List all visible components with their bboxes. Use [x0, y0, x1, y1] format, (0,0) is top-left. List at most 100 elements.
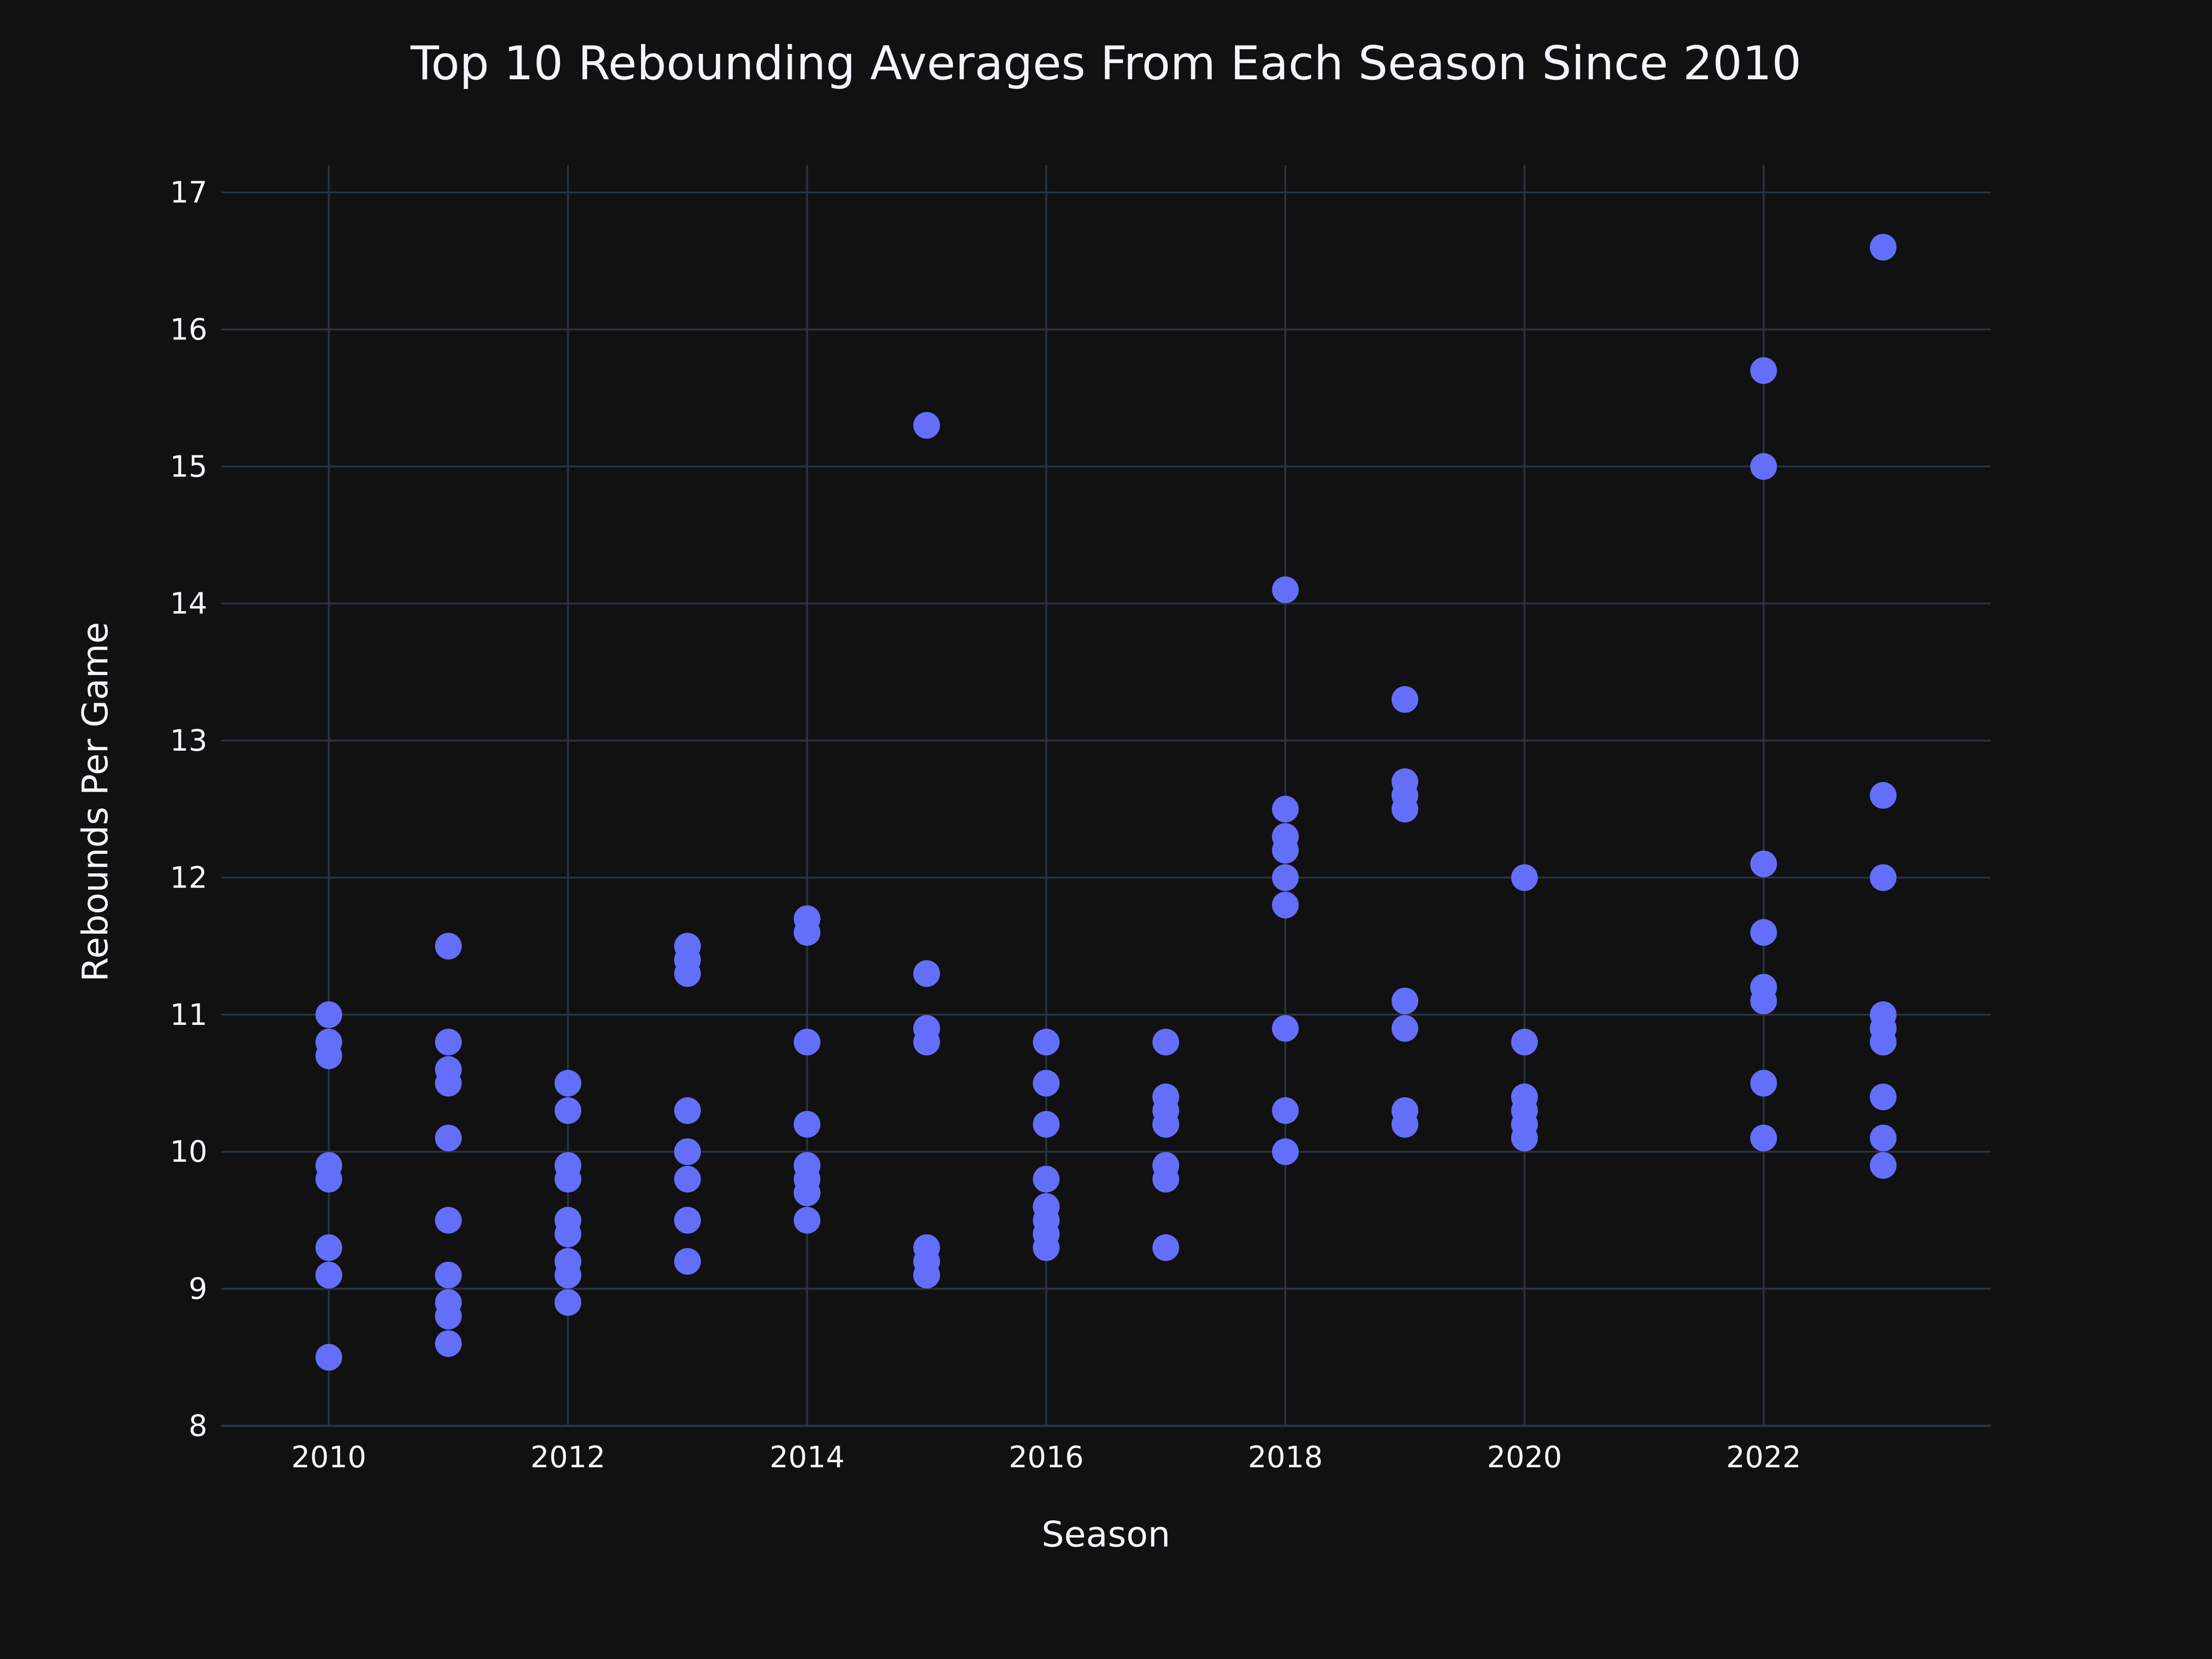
data-point[interactable] — [1391, 1111, 1418, 1138]
y-tick-label: 14 — [170, 587, 207, 621]
data-point[interactable] — [315, 1165, 342, 1193]
points-layer — [315, 234, 1897, 1371]
data-point[interactable] — [1272, 795, 1299, 823]
data-point[interactable] — [1870, 1124, 1897, 1152]
data-point[interactable] — [435, 1330, 462, 1357]
data-point[interactable] — [794, 919, 821, 946]
data-point[interactable] — [913, 1261, 940, 1288]
data-point[interactable] — [1511, 864, 1538, 891]
data-point[interactable] — [1750, 850, 1777, 877]
data-point[interactable] — [315, 1234, 342, 1261]
y-tick-label: 13 — [170, 724, 207, 758]
data-point[interactable] — [435, 1261, 462, 1288]
data-point[interactable] — [315, 1344, 342, 1371]
x-tick-label: 2012 — [530, 1441, 606, 1475]
data-point[interactable] — [435, 1303, 462, 1330]
x-tick-label: 2014 — [770, 1441, 845, 1475]
data-point[interactable] — [1033, 1029, 1060, 1056]
data-point[interactable] — [1152, 1083, 1179, 1111]
data-point[interactable] — [1152, 1234, 1179, 1261]
data-point[interactable] — [554, 1261, 582, 1288]
data-point[interactable] — [1750, 1124, 1777, 1152]
data-point[interactable] — [554, 1220, 582, 1247]
data-point[interactable] — [315, 1001, 342, 1028]
y-axis-title: Rebounds Per Game — [75, 622, 116, 982]
data-point[interactable] — [435, 1206, 462, 1234]
data-point[interactable] — [794, 1029, 821, 1056]
chart-title: Top 10 Rebounding Averages From Each Sea… — [410, 36, 1801, 90]
data-point[interactable] — [794, 1111, 821, 1138]
data-point[interactable] — [1391, 686, 1418, 713]
data-point[interactable] — [1511, 1029, 1538, 1056]
data-point[interactable] — [794, 1179, 821, 1206]
data-point[interactable] — [1870, 234, 1897, 261]
data-point[interactable] — [315, 1261, 342, 1288]
data-point[interactable] — [1033, 1193, 1060, 1220]
x-tick-label: 2018 — [1248, 1441, 1323, 1475]
data-point[interactable] — [1272, 891, 1299, 918]
data-point[interactable] — [674, 1248, 701, 1275]
x-tick-label: 2010 — [291, 1441, 366, 1475]
y-tick-label: 9 — [188, 1272, 207, 1306]
data-point[interactable] — [674, 1165, 701, 1193]
data-point[interactable] — [1033, 1111, 1060, 1138]
data-point[interactable] — [674, 1138, 701, 1165]
y-tick-label: 12 — [170, 861, 207, 895]
data-point[interactable] — [913, 412, 940, 439]
x-tick-label: 2022 — [1726, 1441, 1801, 1475]
data-point[interactable] — [554, 1097, 582, 1124]
data-point[interactable] — [794, 1206, 821, 1234]
y-tick-label: 10 — [170, 1135, 207, 1169]
data-point[interactable] — [554, 1289, 582, 1316]
data-point[interactable] — [1750, 974, 1777, 1001]
data-point[interactable] — [435, 1029, 462, 1056]
y-tick-label: 16 — [170, 313, 207, 347]
data-point[interactable] — [1272, 864, 1299, 891]
data-point[interactable] — [1870, 1083, 1897, 1111]
data-point[interactable] — [1033, 1070, 1060, 1097]
data-point[interactable] — [1511, 1124, 1538, 1152]
data-point[interactable] — [315, 1042, 342, 1070]
axis-layer: 8 9 10 11 12 13 14 15 16 17 2010 2012 2014 2016 2018 20… — [170, 176, 1801, 1475]
data-point[interactable] — [1272, 1015, 1299, 1042]
data-point[interactable] — [1750, 357, 1777, 384]
data-point[interactable] — [1272, 1138, 1299, 1165]
x-axis-title: Season — [1041, 1514, 1170, 1555]
data-point[interactable] — [794, 1152, 821, 1179]
x-tick-label: 2020 — [1487, 1441, 1562, 1475]
y-tick-label: 17 — [170, 176, 207, 210]
data-point[interactable] — [1272, 823, 1299, 850]
data-point[interactable] — [913, 960, 940, 987]
data-point[interactable] — [554, 1070, 582, 1097]
data-point[interactable] — [1870, 782, 1897, 809]
data-point[interactable] — [1750, 453, 1777, 480]
data-point[interactable] — [1272, 576, 1299, 603]
y-tick-label: 15 — [170, 450, 207, 484]
data-point[interactable] — [1033, 1220, 1060, 1247]
data-point[interactable] — [1391, 795, 1418, 823]
data-point[interactable] — [554, 1165, 582, 1193]
data-point[interactable] — [1870, 1015, 1897, 1042]
data-point[interactable] — [1152, 1152, 1179, 1179]
data-point[interactable] — [435, 933, 462, 960]
data-point[interactable] — [1152, 1029, 1179, 1056]
data-point[interactable] — [1750, 1070, 1777, 1097]
data-point[interactable] — [1152, 1111, 1179, 1138]
data-point[interactable] — [1272, 1097, 1299, 1124]
data-point[interactable] — [913, 1015, 940, 1042]
data-point[interactable] — [435, 1070, 462, 1097]
data-point[interactable] — [1870, 1152, 1897, 1179]
data-point[interactable] — [435, 1124, 462, 1152]
data-point[interactable] — [1033, 1165, 1060, 1193]
y-tick-label: 11 — [170, 998, 207, 1032]
data-point[interactable] — [674, 1206, 701, 1234]
grid-layer — [221, 165, 1991, 1427]
data-point[interactable] — [1870, 864, 1897, 891]
data-point[interactable] — [674, 1097, 701, 1124]
data-point[interactable] — [674, 960, 701, 987]
data-point[interactable] — [1391, 1015, 1418, 1042]
data-point[interactable] — [1391, 988, 1418, 1015]
data-point[interactable] — [1750, 919, 1777, 946]
